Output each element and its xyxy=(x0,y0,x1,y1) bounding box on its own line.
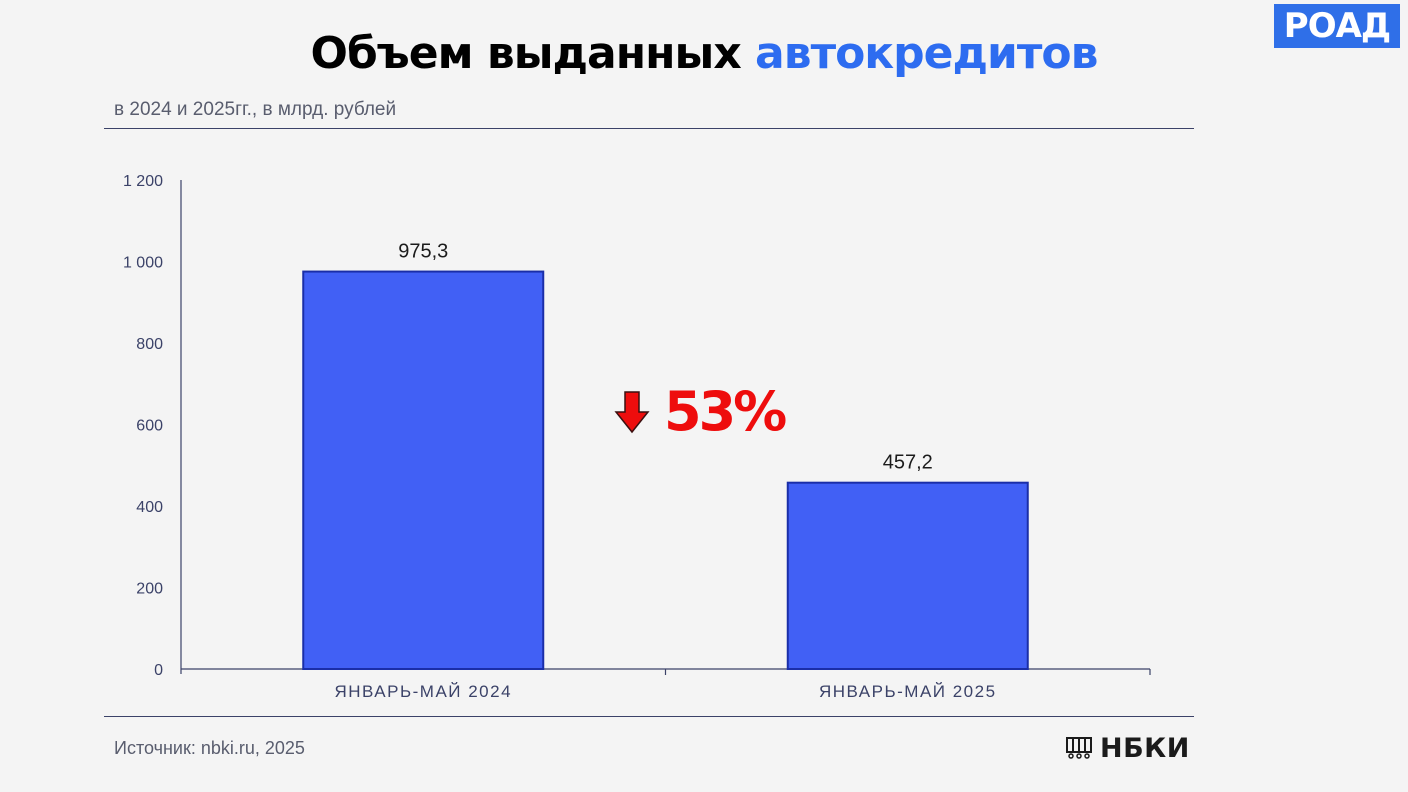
road-logo: РОАД xyxy=(1274,4,1400,48)
title-accent: автокредитов xyxy=(755,28,1098,79)
change-percent-label: 53% xyxy=(664,380,786,443)
chart-title: Объем выданных автокредитов xyxy=(0,28,1408,79)
bar-value-label: 457,2 xyxy=(883,452,933,474)
bar xyxy=(786,481,1029,671)
y-tick-label: 200 xyxy=(136,581,163,598)
footer-divider xyxy=(104,716,1194,717)
source-note: Источник: nbki.ru, 2025 xyxy=(114,738,305,758)
y-tick-label: 1 000 xyxy=(123,255,163,272)
nbki-logo: НБКИ xyxy=(1066,732,1190,764)
y-tick-label: 1 200 xyxy=(123,173,163,190)
bar-value-label: 975,3 xyxy=(398,241,448,263)
y-tick-label: 400 xyxy=(136,499,163,516)
brand-name: НБКИ xyxy=(1100,732,1190,764)
x-category-label: ЯНВАРЬ-МАЙ 2025 xyxy=(819,682,997,701)
y-tick-label: 600 xyxy=(136,418,163,435)
logo-text: РОАД xyxy=(1283,6,1391,46)
nbki-mark-icon xyxy=(1066,737,1092,759)
header-divider xyxy=(104,128,1194,129)
bar xyxy=(302,270,545,670)
chart-subtitle: в 2024 и 2025гг., в млрд. рублей xyxy=(114,99,397,120)
arrow-down-icon xyxy=(614,391,650,434)
x-category-label: ЯНВАРЬ-МАЙ 2024 xyxy=(334,682,512,701)
title-main: Объем выданных xyxy=(310,28,742,79)
y-tick-label: 0 xyxy=(154,662,163,679)
y-tick-label: 800 xyxy=(136,336,163,353)
